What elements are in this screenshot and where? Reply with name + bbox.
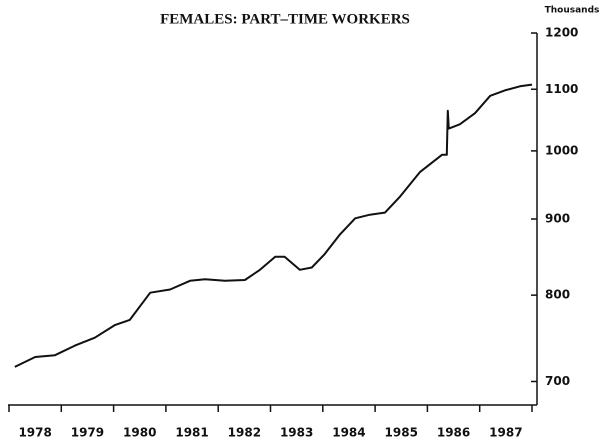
x-tick-label: 1981: [175, 426, 208, 440]
x-tick-label: 1983: [280, 426, 313, 440]
y-tick-label: 1100: [545, 82, 578, 96]
x-tick-label: 1987: [489, 426, 522, 440]
x-tick-label: 1985: [385, 426, 418, 440]
y-tick-label: 1000: [545, 143, 578, 157]
x-tick-label: 1984: [332, 426, 365, 440]
y-tick-label: 800: [545, 288, 570, 302]
x-tick-label: 1978: [18, 426, 51, 440]
chart-title: FEMALES: PART–TIME WORKERS: [160, 11, 410, 27]
y-tick-label: 700: [545, 374, 570, 388]
x-tick-label: 1986: [437, 426, 470, 440]
data-line: [14, 83, 533, 368]
x-tick-label: 1979: [71, 426, 104, 440]
y-axis-label: Thousands: [545, 6, 600, 16]
x-tick-label: 1980: [123, 426, 156, 440]
y-tick-label: 900: [545, 212, 570, 226]
y-tick-label: 1200: [545, 26, 578, 40]
x-tick-label: 1982: [228, 426, 261, 440]
